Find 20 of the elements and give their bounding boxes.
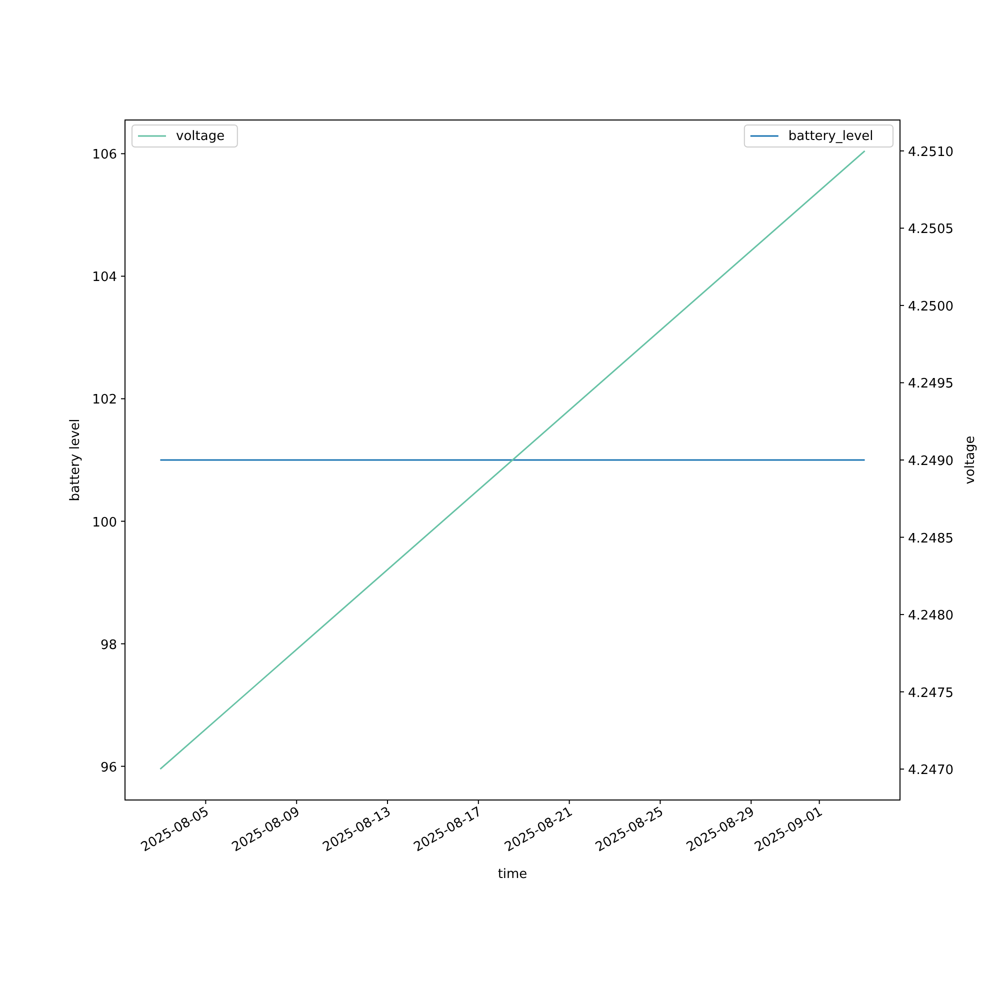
y-tick-label: 96 <box>100 760 117 776</box>
y-tick-label: 106 <box>92 148 117 163</box>
y-tick-label: 100 <box>92 515 117 530</box>
y2-tick-label: 4.2480 <box>908 608 954 624</box>
y2-tick-label: 4.2510 <box>908 144 954 160</box>
y2-tick-label: 4.2495 <box>908 376 954 392</box>
y2-tick-label: 4.2485 <box>908 531 954 546</box>
y2-tick-label: 4.2505 <box>908 222 954 238</box>
y-tick-label: 98 <box>100 638 117 653</box>
y-tick-label: 102 <box>92 392 117 408</box>
y2-tick-label: 4.2475 <box>908 686 954 701</box>
legend-label: battery_level <box>788 129 874 144</box>
y2-tick-label: 4.2500 <box>908 299 954 314</box>
y2-tick-label: 4.2490 <box>908 454 954 469</box>
legend-label: voltage <box>176 129 225 144</box>
x-axis-title: time <box>498 867 528 882</box>
y2-tick-label: 4.2470 <box>908 763 954 778</box>
y-axis-title: battery level <box>68 418 83 502</box>
y2-axis-title: voltage <box>963 436 978 484</box>
y-tick-label: 104 <box>92 270 117 286</box>
